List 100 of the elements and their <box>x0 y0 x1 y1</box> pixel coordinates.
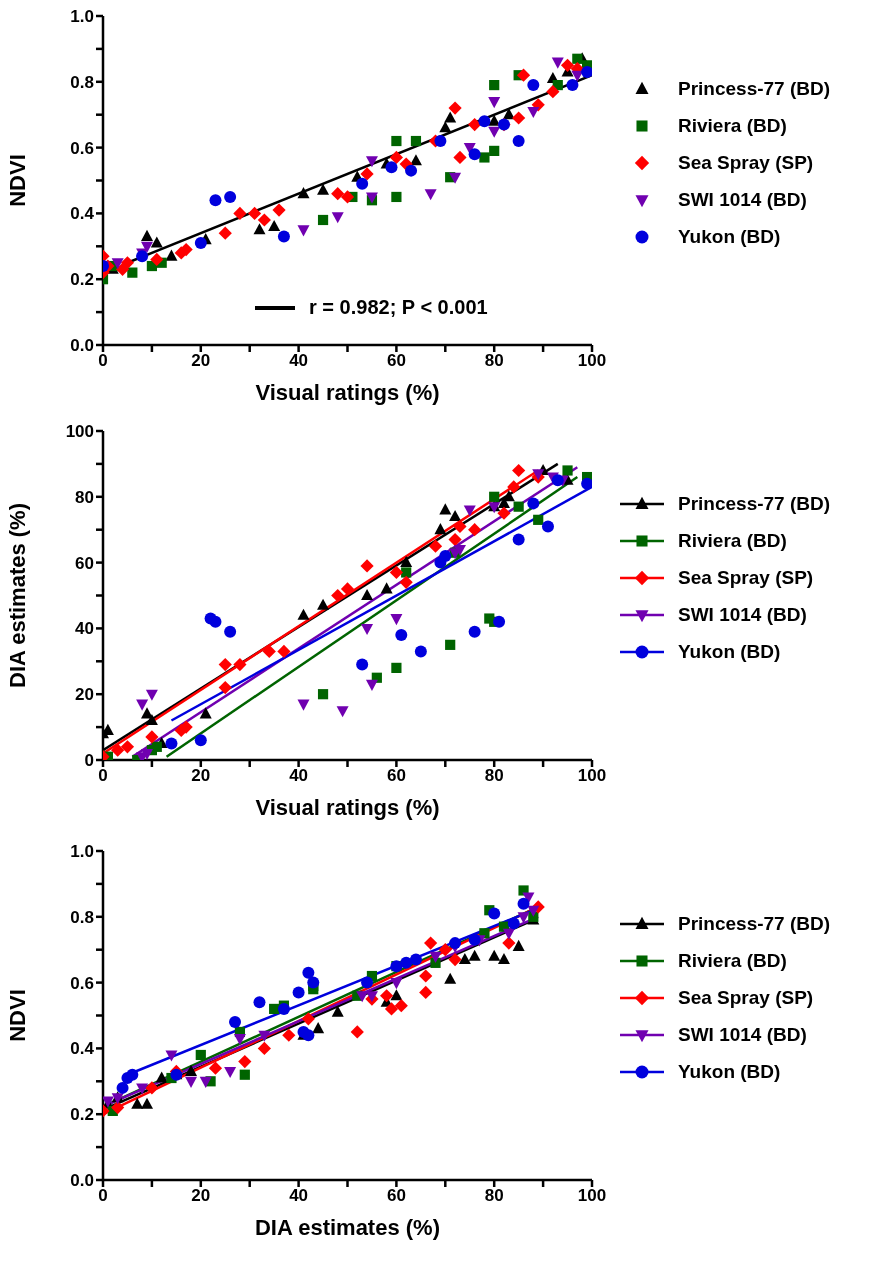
point <box>507 917 520 930</box>
point <box>268 219 281 232</box>
point <box>199 1076 212 1088</box>
x-tick-label: 100 <box>577 351 607 371</box>
point <box>468 625 481 638</box>
point <box>331 588 345 603</box>
point <box>527 497 540 510</box>
point <box>444 111 457 123</box>
point <box>400 956 413 969</box>
point <box>391 135 402 147</box>
point <box>302 1029 315 1042</box>
point <box>131 1097 144 1109</box>
y-tick-label: 40 <box>75 619 94 639</box>
point <box>512 939 525 951</box>
x-tick-label: 40 <box>289 351 309 371</box>
point <box>428 539 443 553</box>
point <box>209 194 222 207</box>
y-tick-label: 0.0 <box>70 336 94 356</box>
point <box>145 713 158 726</box>
point <box>120 740 135 754</box>
point <box>257 213 271 227</box>
point <box>258 1030 271 1042</box>
y-tick-label: 1.0 <box>70 7 94 27</box>
point <box>297 699 310 711</box>
point <box>365 156 378 168</box>
y-tick-label: 80 <box>75 487 94 507</box>
x-tick-label: 60 <box>386 1186 406 1206</box>
point <box>581 477 592 490</box>
legend-label: Sea Spray (SP) <box>678 986 814 1009</box>
point <box>317 183 330 195</box>
point <box>424 936 438 950</box>
point <box>282 1028 296 1042</box>
point <box>390 614 403 626</box>
point <box>390 978 403 990</box>
point <box>429 951 442 963</box>
point <box>453 150 467 165</box>
point <box>120 256 135 270</box>
point <box>445 639 456 650</box>
point <box>151 741 162 752</box>
point <box>390 989 403 1001</box>
point <box>391 662 402 673</box>
point <box>414 645 427 658</box>
point <box>551 474 564 487</box>
point <box>165 1050 178 1062</box>
x-tick-label: 0 <box>98 351 108 371</box>
point <box>224 190 237 203</box>
point <box>507 480 521 494</box>
point <box>394 999 408 1013</box>
point <box>512 463 526 478</box>
point <box>468 933 481 946</box>
point <box>302 966 315 979</box>
legend-label: Riviera (BD) <box>678 529 787 552</box>
point <box>438 943 452 957</box>
point <box>468 949 481 961</box>
point <box>572 53 583 64</box>
point <box>224 625 237 638</box>
point <box>502 108 515 120</box>
point <box>360 559 374 573</box>
legend-label: Princess-77 (BD) <box>678 912 831 935</box>
point <box>297 608 310 620</box>
point <box>527 106 540 119</box>
point <box>272 203 286 217</box>
point <box>512 111 526 125</box>
point <box>331 212 344 224</box>
point <box>194 734 207 747</box>
point <box>468 523 482 537</box>
point <box>150 236 163 248</box>
point <box>365 679 378 691</box>
point <box>297 225 310 237</box>
y-axis-title: DIA estimates (%) <box>4 502 30 689</box>
point <box>385 161 398 174</box>
point <box>533 514 544 525</box>
point <box>488 907 501 920</box>
point <box>277 644 291 659</box>
point <box>116 1081 129 1094</box>
point <box>546 85 560 99</box>
point <box>434 135 447 148</box>
point <box>434 523 447 535</box>
legend-label: Sea Spray (SP) <box>678 566 814 589</box>
point <box>448 952 462 967</box>
point <box>208 1061 223 1075</box>
x-axis-title: DIA estimates (%) <box>254 1215 441 1240</box>
point <box>400 556 413 568</box>
point <box>384 1002 399 1016</box>
y-tick-label: 0.6 <box>70 973 94 993</box>
x-tick-label: 40 <box>289 1186 309 1206</box>
point <box>150 252 164 267</box>
point <box>389 565 403 580</box>
point <box>479 152 490 163</box>
point <box>517 897 530 910</box>
point <box>516 68 531 82</box>
point <box>409 953 422 966</box>
point <box>136 1083 149 1095</box>
point <box>419 969 433 983</box>
point <box>424 189 437 201</box>
point <box>453 519 467 534</box>
point <box>493 615 506 628</box>
point <box>145 689 158 701</box>
point <box>229 1016 242 1029</box>
point <box>395 628 408 641</box>
